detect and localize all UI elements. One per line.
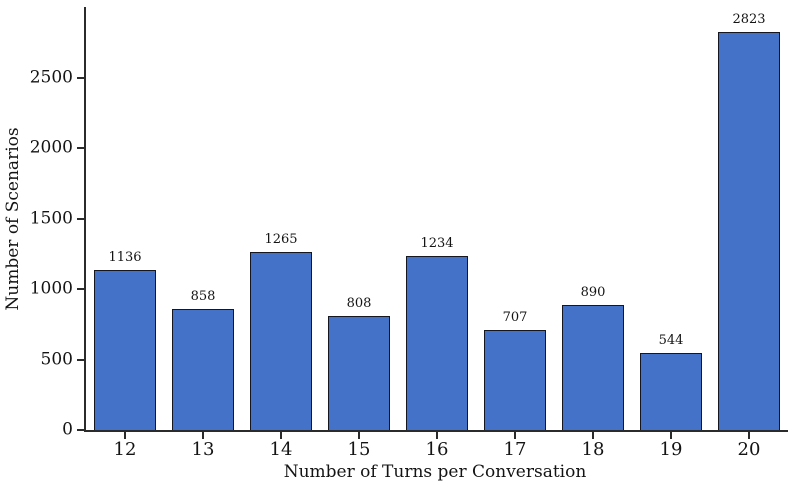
x-tick-label: 13 bbox=[191, 439, 215, 460]
x-axis-tick bbox=[358, 432, 360, 439]
bar-value-label: 1136 bbox=[108, 249, 142, 265]
x-axis-tick bbox=[280, 432, 282, 439]
x-tick-label: 15 bbox=[347, 439, 371, 460]
y-axis-tick bbox=[77, 358, 84, 361]
bar-turns-14 bbox=[249, 251, 313, 430]
x-axis-tick bbox=[436, 432, 438, 439]
y-axis-tick bbox=[77, 429, 84, 431]
x-axis-label: Number of Turns per Conversation bbox=[283, 462, 587, 482]
x-tick-label: 16 bbox=[425, 439, 449, 460]
x-tick-label: 18 bbox=[581, 439, 605, 460]
bar-turns-17 bbox=[483, 330, 547, 430]
bar-value-label: 808 bbox=[346, 296, 372, 312]
y-tick-label: 2500 bbox=[29, 67, 73, 87]
bar-turns-15 bbox=[327, 316, 391, 430]
y-tick-label: 2000 bbox=[29, 137, 73, 158]
y-tick-label: 1000 bbox=[29, 278, 73, 299]
x-axis-tick bbox=[124, 432, 126, 439]
x-axis-tick bbox=[670, 432, 672, 439]
x-tick-label: 12 bbox=[113, 439, 137, 460]
y-tick-label: 1500 bbox=[29, 208, 73, 228]
x-tick-label: 17 bbox=[503, 439, 527, 460]
bar-turns-13 bbox=[171, 309, 235, 430]
x-axis-tick bbox=[202, 432, 204, 439]
x-axis-tick bbox=[592, 432, 594, 439]
x-axis-tick bbox=[748, 432, 750, 439]
y-axis-label: Number of Scenarios bbox=[3, 127, 23, 311]
y-tick-label: 500 bbox=[40, 349, 73, 369]
bar-value-label: 858 bbox=[190, 289, 216, 305]
y-axis-tick bbox=[77, 76, 84, 79]
bar-turns-20 bbox=[717, 31, 781, 430]
x-tick-label: 14 bbox=[269, 439, 293, 460]
y-axis-tick bbox=[77, 217, 84, 220]
bar-value-label: 890 bbox=[580, 284, 606, 300]
bar-turns-16 bbox=[405, 256, 469, 430]
bar-value-label: 707 bbox=[502, 310, 528, 326]
bar-value-label: 1265 bbox=[264, 231, 298, 247]
x-axis-tick bbox=[514, 432, 516, 439]
bar-turns-12 bbox=[93, 269, 157, 430]
x-tick-label: 19 bbox=[659, 439, 683, 460]
y-axis-tick bbox=[77, 147, 84, 149]
bar-value-label: 544 bbox=[658, 333, 684, 349]
plot-area: 1136 12 858 13 1265 14 808 15 1234 16 707 17 890 18 54… bbox=[30, 7, 788, 459]
bar-value-label: 2823 bbox=[732, 11, 766, 27]
bar-turns-18 bbox=[561, 304, 625, 430]
bar-turns-19 bbox=[639, 353, 703, 430]
bar-value-label: 1234 bbox=[420, 236, 454, 252]
x-tick-label: 20 bbox=[737, 439, 761, 460]
y-axis-tick bbox=[77, 288, 84, 290]
y-tick-label: 0 bbox=[62, 419, 73, 440]
